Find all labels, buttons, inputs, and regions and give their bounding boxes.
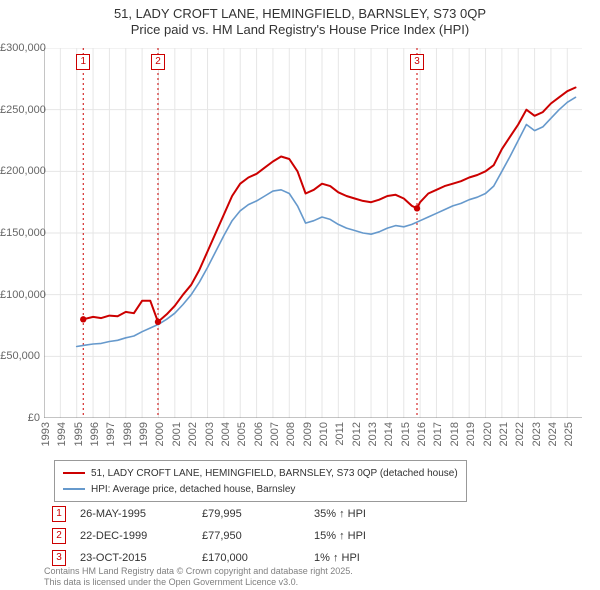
chart-svg (44, 48, 582, 418)
x-tick-label: 2020 (482, 422, 494, 446)
y-tick-label: £300,000 (0, 42, 42, 54)
legend-swatch (63, 472, 85, 474)
table-row: 2 22-DEC-1999£77,95015% ↑ HPI (46, 526, 372, 546)
x-tick-label: 2002 (187, 422, 199, 446)
x-tick-label: 2012 (351, 422, 363, 446)
x-tick-label: 2007 (269, 422, 281, 446)
footer: Contains HM Land Registry data © Crown c… (44, 566, 353, 588)
x-tick-label: 2021 (498, 422, 510, 446)
x-tick-label: 2016 (416, 422, 428, 446)
x-tick-label: 2003 (204, 422, 216, 446)
x-tick-label: 2000 (154, 422, 166, 446)
x-tick-label: 2013 (367, 422, 379, 446)
y-tick-label: £250,000 (0, 104, 42, 116)
x-tick-label: 2015 (400, 422, 412, 446)
x-tick-label: 2019 (465, 422, 477, 446)
x-tick-label: 2010 (318, 422, 330, 446)
marker-box: 2 (151, 54, 165, 70)
marker-number: 3 (52, 550, 66, 566)
x-tick-label: 2008 (285, 422, 297, 446)
legend-swatch (63, 488, 85, 490)
legend-label: HPI: Average price, detached house, Barn… (91, 484, 295, 495)
x-tick-label: 2004 (220, 422, 232, 446)
title-line-1: 51, LADY CROFT LANE, HEMINGFIELD, BARNSL… (0, 6, 600, 22)
x-tick-label: 1996 (89, 422, 101, 446)
x-tick-label: 2025 (563, 422, 575, 446)
x-tick-label: 1999 (138, 422, 150, 446)
x-tick-label: 2017 (432, 422, 444, 446)
chart-title: 51, LADY CROFT LANE, HEMINGFIELD, BARNSL… (0, 0, 600, 39)
y-tick-label: £50,000 (0, 350, 42, 362)
y-tick-label: £150,000 (0, 227, 42, 239)
table-row: 1 26-MAY-1995£79,99535% ↑ HPI (46, 504, 372, 524)
marker-delta: 15% ↑ HPI (308, 526, 372, 546)
x-tick-label: 2024 (547, 422, 559, 446)
marker-date: 23-OCT-2015 (74, 548, 194, 568)
legend-item: HPI: Average price, detached house, Barn… (63, 481, 458, 497)
marker-delta: 35% ↑ HPI (308, 504, 372, 524)
marker-date: 26-MAY-1995 (74, 504, 194, 524)
marker-price: £77,950 (196, 526, 306, 546)
y-tick-label: £200,000 (0, 165, 42, 177)
y-tick-label: £0 (0, 412, 42, 424)
marker-date: 22-DEC-1999 (74, 526, 194, 546)
x-tick-label: 2018 (449, 422, 461, 446)
marker-box: 3 (410, 54, 424, 70)
footer-line-2: This data is licensed under the Open Gov… (44, 577, 353, 588)
marker-number: 2 (52, 528, 66, 544)
x-tick-label: 2001 (171, 422, 183, 446)
x-tick-label: 2005 (236, 422, 248, 446)
x-tick-label: 1997 (105, 422, 117, 446)
marker-table: 1 26-MAY-1995£79,99535% ↑ HPI 2 22-DEC-1999… (44, 502, 374, 570)
chart-plot-area (44, 48, 582, 418)
table-row: 3 23-OCT-2015£170,0001% ↑ HPI (46, 548, 372, 568)
marker-box: 1 (76, 54, 90, 70)
x-tick-label: 2023 (531, 422, 543, 446)
x-tick-label: 2006 (253, 422, 265, 446)
title-line-2: Price paid vs. HM Land Registry's House … (0, 22, 600, 38)
x-tick-label: 2009 (302, 422, 314, 446)
x-tick-label: 1993 (40, 422, 52, 446)
legend: 51, LADY CROFT LANE, HEMINGFIELD, BARNSL… (54, 460, 467, 502)
marker-price: £170,000 (196, 548, 306, 568)
marker-number: 1 (52, 506, 66, 522)
x-tick-label: 1998 (122, 422, 134, 446)
marker-price: £79,995 (196, 504, 306, 524)
marker-delta: 1% ↑ HPI (308, 548, 372, 568)
y-tick-label: £100,000 (0, 289, 42, 301)
footer-line-1: Contains HM Land Registry data © Crown c… (44, 566, 353, 577)
legend-label: 51, LADY CROFT LANE, HEMINGFIELD, BARNSL… (91, 468, 458, 479)
x-tick-label: 2011 (334, 422, 346, 446)
x-tick-label: 2022 (514, 422, 526, 446)
legend-item: 51, LADY CROFT LANE, HEMINGFIELD, BARNSL… (63, 465, 458, 481)
x-tick-label: 2014 (383, 422, 395, 446)
x-tick-label: 1995 (73, 422, 85, 446)
x-tick-label: 1994 (56, 422, 68, 446)
